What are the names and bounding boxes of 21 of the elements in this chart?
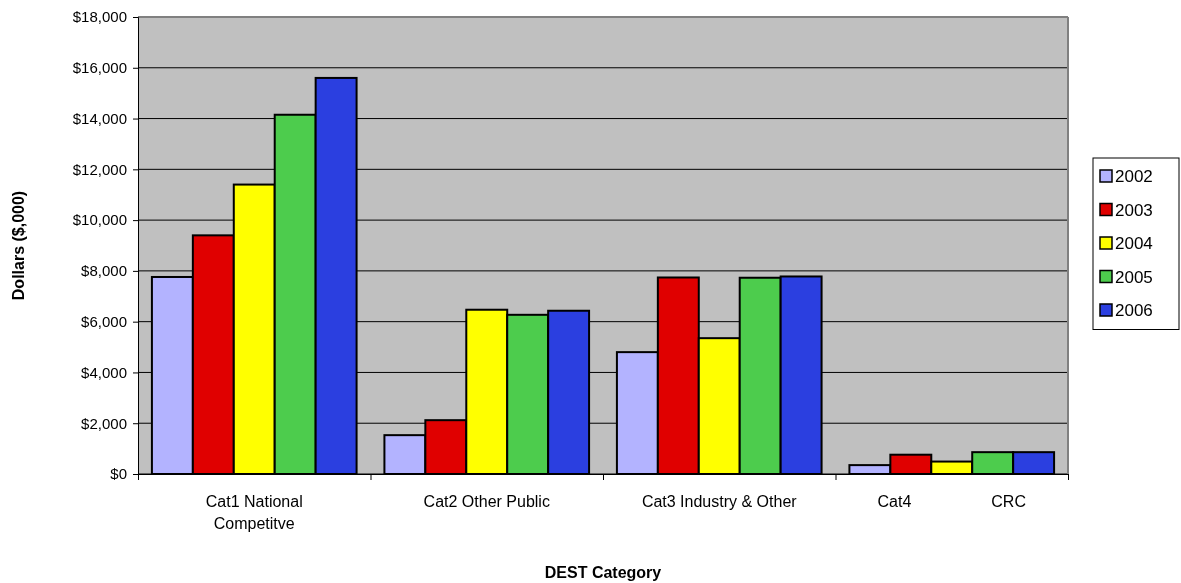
- x-tick-label: Cat1 National Competitve: [205, 493, 303, 532]
- legend-label: 2004: [1115, 234, 1153, 253]
- x-tick-label: Cat4 CRC: [877, 493, 1026, 510]
- y-tick-label: $16,000: [72, 59, 127, 77]
- y-tick-label: $14,000: [72, 109, 127, 127]
- y-tick-label: $2,000: [81, 414, 127, 432]
- y-tick-label: $18,000: [72, 8, 127, 26]
- legend-label: 2002: [1115, 167, 1153, 186]
- x-tick-label: Cat2 Other Public: [423, 493, 550, 510]
- y-tick-label: $10,000: [72, 211, 127, 229]
- y-tick-label: $6,000: [81, 312, 127, 330]
- x-tick-label: Cat3 Industry & Other: [641, 493, 798, 510]
- y-tick-label: $4,000: [81, 363, 127, 381]
- x-axis-title: DEST Category: [544, 564, 662, 581]
- y-tick-label: $0: [110, 465, 127, 483]
- y-axis-title: Dollars ($,000): [10, 190, 27, 301]
- y-tick-label: $12,000: [72, 160, 127, 178]
- legend-label: 2003: [1115, 200, 1153, 220]
- y-tick-label: $8,000: [81, 262, 127, 280]
- legend-label: 2005: [1115, 267, 1153, 287]
- legend-label: 2006: [1115, 301, 1153, 320]
